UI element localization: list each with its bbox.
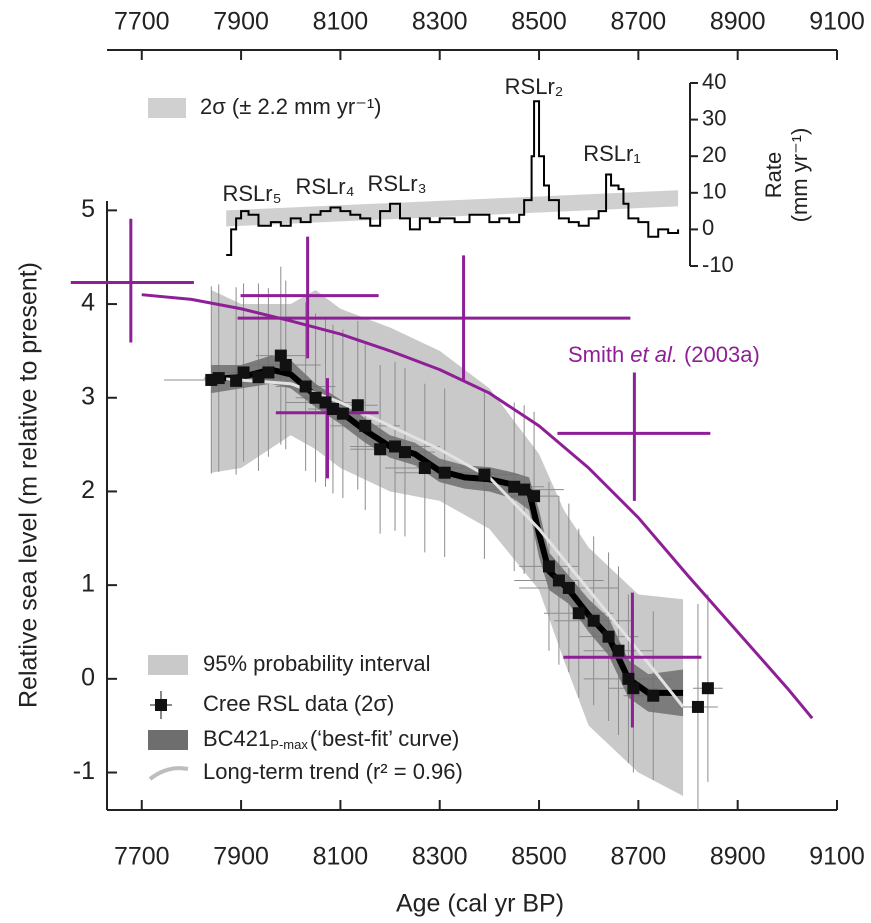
x-tick-label: 7700 <box>114 843 170 871</box>
data-point <box>612 644 625 657</box>
rate-tick-label: 20 <box>702 142 726 167</box>
data-point <box>701 682 714 695</box>
rate-annotation: RSLr₅ <box>223 181 282 206</box>
x-tick-label: 7900 <box>213 843 269 871</box>
probability-band <box>211 290 684 796</box>
rate-tick-label: 0 <box>702 215 714 240</box>
rate-annotation: RSLr₄ <box>295 174 354 199</box>
data-point <box>542 560 555 573</box>
top-tick-label: 8700 <box>611 8 667 36</box>
data-point <box>398 446 411 459</box>
legend-symbol <box>148 730 188 750</box>
top-tick-label: 8100 <box>313 8 369 36</box>
top-tick-label: 7700 <box>114 8 170 36</box>
rate-band <box>226 190 679 227</box>
legend-text: Cree RSL data (2σ) <box>203 691 394 716</box>
rate-annotation: RSLr₁ <box>583 141 641 166</box>
top-tick-label: 7900 <box>213 8 269 36</box>
legend-subscript: P-max <box>270 737 308 752</box>
top-tick-label: 9100 <box>809 8 865 36</box>
data-point <box>326 402 339 415</box>
x-tick-label: 8900 <box>710 843 766 871</box>
data-point <box>528 490 541 503</box>
legend-label: 2σ (± 2.2 mm yr⁻¹) <box>200 94 382 119</box>
rate-line <box>226 100 680 257</box>
data-point <box>562 581 575 594</box>
data-point <box>237 366 250 379</box>
legend-symbol <box>148 98 186 118</box>
rate-axis-label: (mm yr⁻¹) <box>787 128 812 223</box>
x-tick-label: 8700 <box>611 843 667 871</box>
rate-tick-label: -10 <box>702 252 734 277</box>
data-point <box>587 614 600 627</box>
legend-label: Long-term trend (r² = 0.96) <box>203 759 463 784</box>
data-point <box>359 419 372 432</box>
data-point <box>262 366 275 379</box>
data-point <box>336 407 349 420</box>
legend-text: Long-term trend (r² = 0.96) <box>203 759 463 784</box>
data-point <box>518 483 531 496</box>
data-point <box>351 399 364 412</box>
rate-tick-label: 40 <box>702 69 726 94</box>
legend-symbol <box>155 699 167 711</box>
data-point <box>691 700 704 713</box>
top-tick-label: 8900 <box>710 8 766 36</box>
data-point <box>212 372 225 385</box>
best-fit-band <box>211 355 684 717</box>
data-point <box>418 462 431 475</box>
data-point <box>299 380 312 393</box>
rate-annotation: RSLr₃ <box>367 171 426 196</box>
data-point <box>438 466 451 479</box>
x-tick-label: 8500 <box>511 843 567 871</box>
annotation-italic: et al. <box>630 342 678 367</box>
y-axis-label: Relative sea level (m relative to presen… <box>15 262 43 708</box>
data-point <box>572 607 585 620</box>
rate-tick-label: 30 <box>702 105 726 130</box>
data-point <box>389 440 402 453</box>
legend-label: 95% probability interval <box>203 651 430 676</box>
y-tick-label: 3 <box>81 382 95 410</box>
data-point <box>252 371 265 384</box>
data-point <box>647 689 660 702</box>
legend-symbol <box>148 655 188 675</box>
data-point <box>602 630 615 643</box>
y-tick-label: 2 <box>81 476 95 504</box>
x-tick-label: 9100 <box>809 843 865 871</box>
data-point <box>627 682 640 695</box>
data-point <box>279 358 292 371</box>
data-point <box>552 574 565 587</box>
y-tick-label: -1 <box>73 757 95 785</box>
data-point <box>622 672 635 685</box>
legend-symbol <box>148 766 189 781</box>
legend-label: Cree RSL data (2σ) <box>203 691 394 716</box>
rate-tick-label: 10 <box>702 179 726 204</box>
data-point <box>374 443 387 456</box>
data-point <box>309 391 322 404</box>
x-tick-label: 8300 <box>412 843 468 871</box>
annotation-text: (2003a) <box>684 342 760 367</box>
data-point <box>274 349 287 362</box>
y-tick-label: 0 <box>81 663 95 691</box>
curve-annotation: Smith et al. (2003a) <box>568 342 760 367</box>
x-axis-label: Age (cal yr BP) <box>396 890 564 918</box>
legend-text: BC421 <box>203 726 270 751</box>
x-tick-label: 8100 <box>313 843 369 871</box>
y-tick-label: 4 <box>81 289 95 317</box>
data-point <box>478 468 491 481</box>
top-tick-label: 8500 <box>511 8 567 36</box>
rate-annotation: RSLr₂ <box>505 74 564 99</box>
y-tick-label: 5 <box>81 195 95 223</box>
annotation-text: Smith <box>568 342 624 367</box>
data-point <box>508 480 521 493</box>
curve <box>141 293 814 720</box>
y-tick-label: 1 <box>81 570 95 598</box>
legend-label: BC421P-max(‘best-fit’ curve) <box>203 726 459 753</box>
top-tick-label: 8300 <box>412 8 468 36</box>
legend-text: (‘best-fit’ curve) <box>310 726 460 751</box>
legend-text: 95% probability interval <box>203 651 430 676</box>
rate-axis-label: Rate <box>761 152 786 198</box>
